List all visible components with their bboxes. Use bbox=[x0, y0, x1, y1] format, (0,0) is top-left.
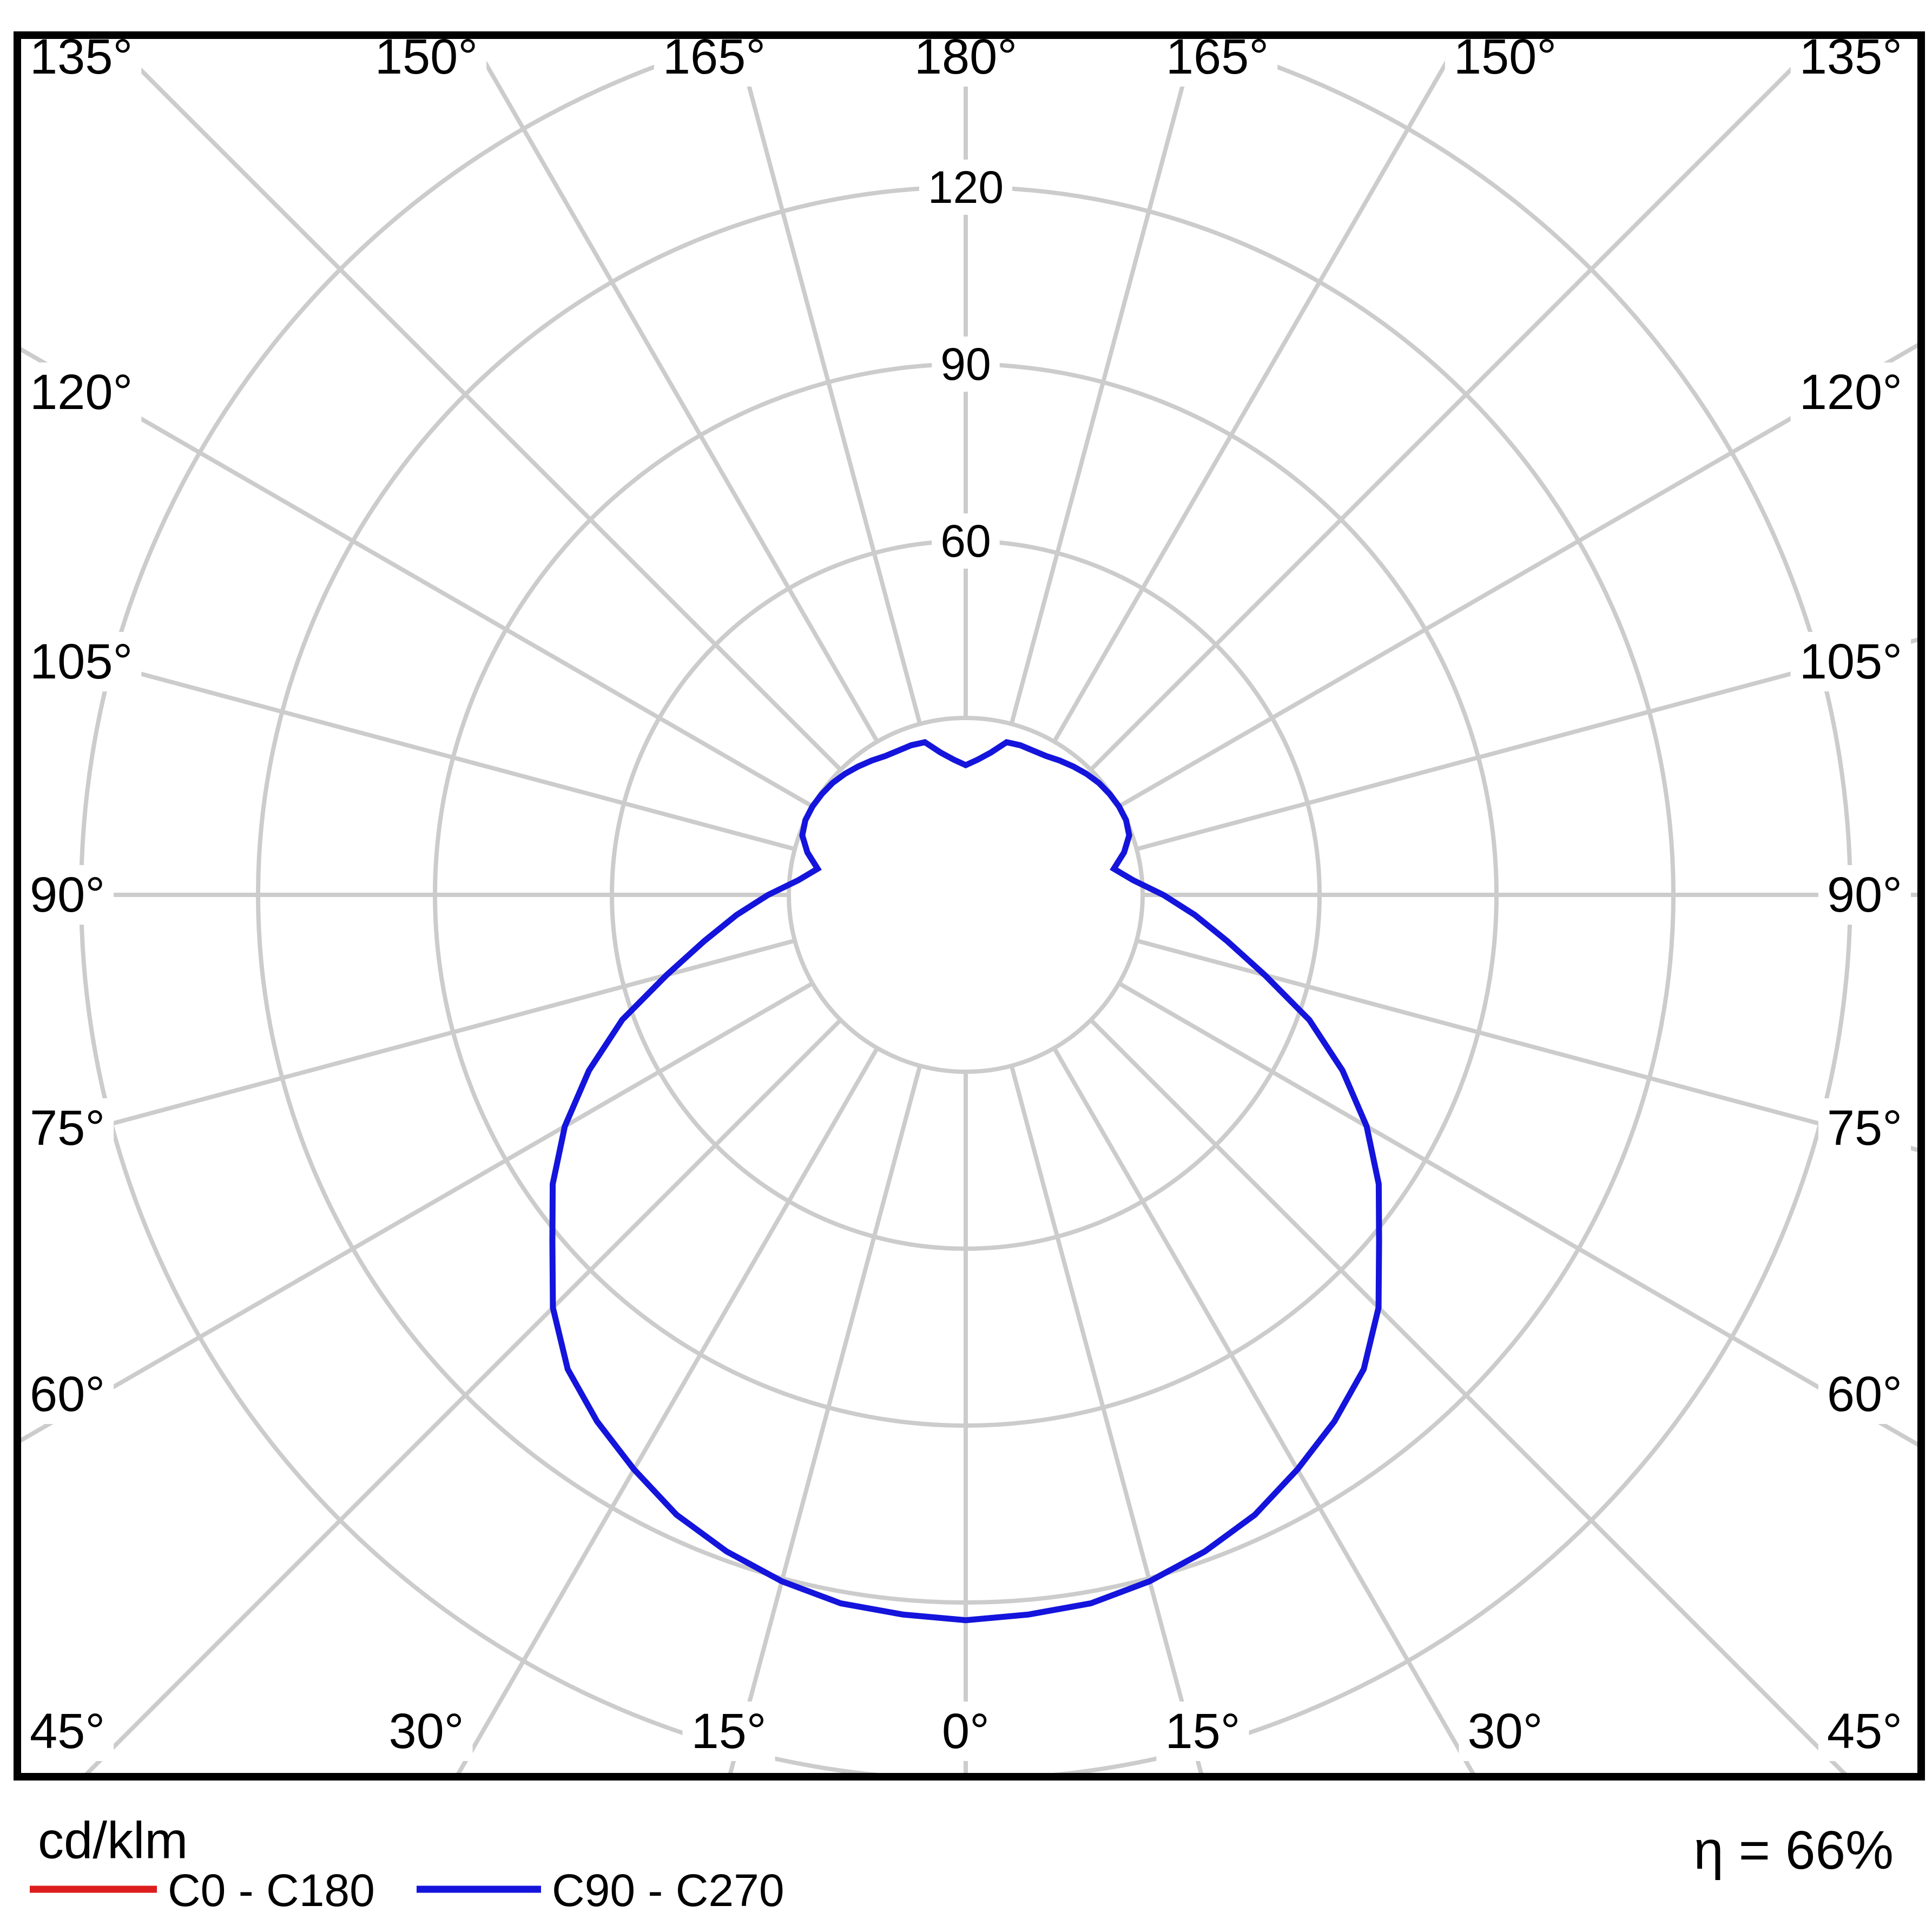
legend-label-c90-c270: C90 - C270 bbox=[552, 1865, 784, 1916]
tick-labels: 135° 150° 165° 180° 165° 150° 135°120° 120°105°… bbox=[21, 27, 1911, 1761]
unit-label: cd/klm bbox=[38, 1812, 188, 1870]
angle-tick-label: 75° bbox=[30, 1100, 105, 1156]
grid-radial-line-195 bbox=[734, 39, 922, 725]
angle-tick-label: 90° bbox=[1827, 867, 1902, 922]
intensity-curves bbox=[549, 738, 1382, 1624]
radial-tick-label: 120 bbox=[928, 162, 1004, 213]
angle-tick-label-bg bbox=[1459, 1702, 1552, 1761]
grid-radial-line-30 bbox=[1052, 1047, 1475, 1773]
angle-tick-label-bg bbox=[21, 1364, 114, 1424]
legend-label-c0-c180: C0 - C180 bbox=[168, 1865, 375, 1916]
angle-tick-label-bg bbox=[21, 632, 142, 691]
angle-tick-label-bg bbox=[1790, 362, 1911, 422]
grid-radial-line-225 bbox=[107, 39, 842, 772]
angle-tick-label: 15° bbox=[691, 1704, 766, 1759]
angle-tick-label-bg bbox=[682, 1702, 775, 1761]
grid-radial-line-330 bbox=[456, 1047, 879, 1773]
grid-radial-line-120 bbox=[1118, 342, 1917, 808]
radial-tick-label-bg bbox=[932, 513, 1000, 569]
angle-tick-label-bg bbox=[21, 1702, 114, 1761]
efficiency-label: η = 66% bbox=[1693, 1820, 1894, 1881]
radial-tick-label: 90 bbox=[940, 339, 991, 390]
angle-tick-label: 75° bbox=[1827, 1100, 1902, 1156]
radial-tick-label: 60 bbox=[940, 516, 991, 566]
grid-radial-line-105 bbox=[1136, 637, 1917, 852]
grid-radial-line-210 bbox=[469, 39, 879, 743]
plot-border bbox=[14, 31, 1925, 1781]
grid-radial-line-240 bbox=[21, 347, 814, 808]
angle-tick-label: 105° bbox=[30, 634, 133, 689]
grid-radial-line-300 bbox=[21, 981, 814, 1443]
grid-radial-line-135 bbox=[1089, 39, 1825, 772]
angle-tick-label: 60° bbox=[30, 1367, 105, 1422]
grid-radial-line-165 bbox=[1009, 39, 1198, 725]
angle-tick-label: 45° bbox=[30, 1704, 105, 1759]
angle-tick-label: 60° bbox=[1827, 1367, 1902, 1422]
grid-radial-line-75 bbox=[1136, 938, 1917, 1152]
angle-tick-label-bg bbox=[21, 1098, 114, 1158]
angle-tick-label-bg bbox=[1818, 865, 1911, 925]
angle-tick-label-bg bbox=[380, 1702, 473, 1761]
grid-ring-30 bbox=[787, 716, 1145, 1074]
angle-tick-label-bg bbox=[1818, 1364, 1911, 1424]
angle-tick-label-bg bbox=[933, 1702, 998, 1761]
angle-tick-label: 0° bbox=[942, 1704, 990, 1759]
grid-radial-line-285 bbox=[21, 938, 796, 1150]
legend: C0 - C180 C90 - C270 bbox=[30, 1865, 784, 1916]
angle-tick-label: 120° bbox=[30, 365, 133, 420]
angle-tick-label: 30° bbox=[388, 1704, 464, 1759]
grid-radial-line-45 bbox=[1089, 1018, 1847, 1773]
angle-tick-label-bg bbox=[21, 865, 114, 925]
grid-radial-line-255 bbox=[21, 639, 796, 852]
radial-tick-label-bg bbox=[919, 160, 1013, 215]
angle-tick-label: 45° bbox=[1827, 1704, 1902, 1759]
grid-radial-line-345 bbox=[728, 1065, 922, 1773]
angle-tick-label: 15° bbox=[1165, 1704, 1240, 1759]
grid-radial-line-150 bbox=[1052, 39, 1462, 743]
grid-radial-line-15 bbox=[1009, 1065, 1204, 1773]
angle-tick-label: 120° bbox=[1799, 365, 1902, 420]
angle-tick-label-bg bbox=[1156, 1702, 1249, 1761]
angle-tick-label-bg bbox=[1818, 1702, 1911, 1761]
grid-radial-line-315 bbox=[84, 1018, 842, 1773]
grid-radial-line-60 bbox=[1118, 981, 1917, 1447]
angle-tick-label: 30° bbox=[1467, 1704, 1542, 1759]
angle-tick-label-bg bbox=[21, 362, 142, 422]
curve-C90-C270 bbox=[549, 738, 1382, 1624]
angle-tick-label: 105° bbox=[1799, 634, 1902, 689]
angle-tick-label-bg bbox=[1790, 632, 1911, 691]
radial-tick-label-bg bbox=[932, 337, 1000, 392]
angle-tick-label: 90° bbox=[30, 867, 105, 922]
angle-tick-label-bg bbox=[1818, 1098, 1911, 1158]
